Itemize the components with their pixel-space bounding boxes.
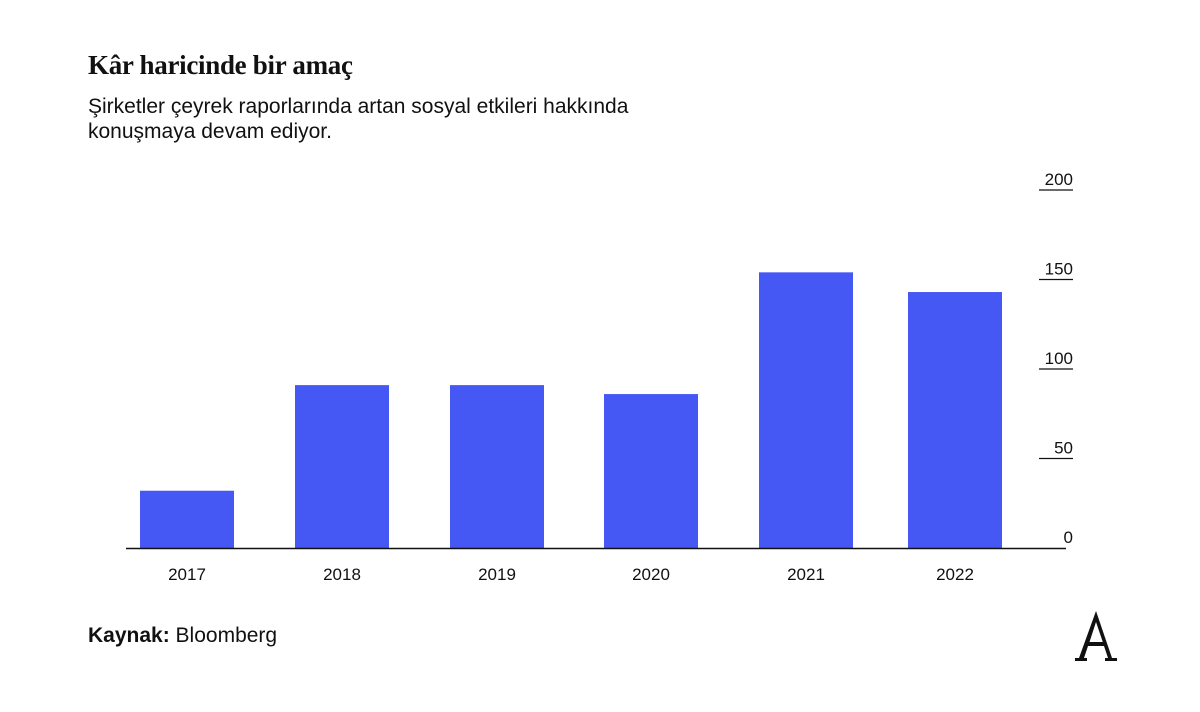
x-tick-label-2017: 2017 <box>168 565 206 584</box>
x-axis: 2017 2018 2019 2020 2021 2022 <box>126 547 1066 584</box>
bar-2020 <box>604 394 698 548</box>
source-label: Kaynak: <box>88 624 170 647</box>
bar-2018 <box>295 385 389 548</box>
y-tick-label-100: 100 <box>1045 349 1073 368</box>
y-tick-label-200: 200 <box>1045 170 1073 189</box>
y-tick-label-150: 150 <box>1045 260 1073 279</box>
source-value: Bloomberg <box>175 624 278 647</box>
chart-subtitle: Şirketler çeyrek raporlarında artan sosy… <box>88 95 629 143</box>
bar-2022 <box>908 292 1002 548</box>
x-tick-label-2021: 2021 <box>787 565 825 584</box>
y-tick-label-50: 50 <box>1054 439 1073 458</box>
source-note: Kaynak: Bloomberg <box>88 624 277 648</box>
x-tick-label-2020: 2020 <box>632 565 670 584</box>
x-tick-label-2022: 2022 <box>936 565 974 584</box>
chart-title: Kâr haricinde bir amaç <box>88 50 353 80</box>
bars-group <box>140 272 1002 548</box>
y-axis: 0 50 100 150 200 <box>1039 170 1073 547</box>
x-tick-label-2019: 2019 <box>478 565 516 584</box>
bar-2021 <box>759 272 853 548</box>
publisher-logo-icon <box>1075 611 1117 661</box>
bar-2017 <box>140 490 234 548</box>
x-tick-label-2018: 2018 <box>323 565 361 584</box>
y-tick-label-0: 0 <box>1064 528 1073 547</box>
bar-2019 <box>450 385 544 548</box>
